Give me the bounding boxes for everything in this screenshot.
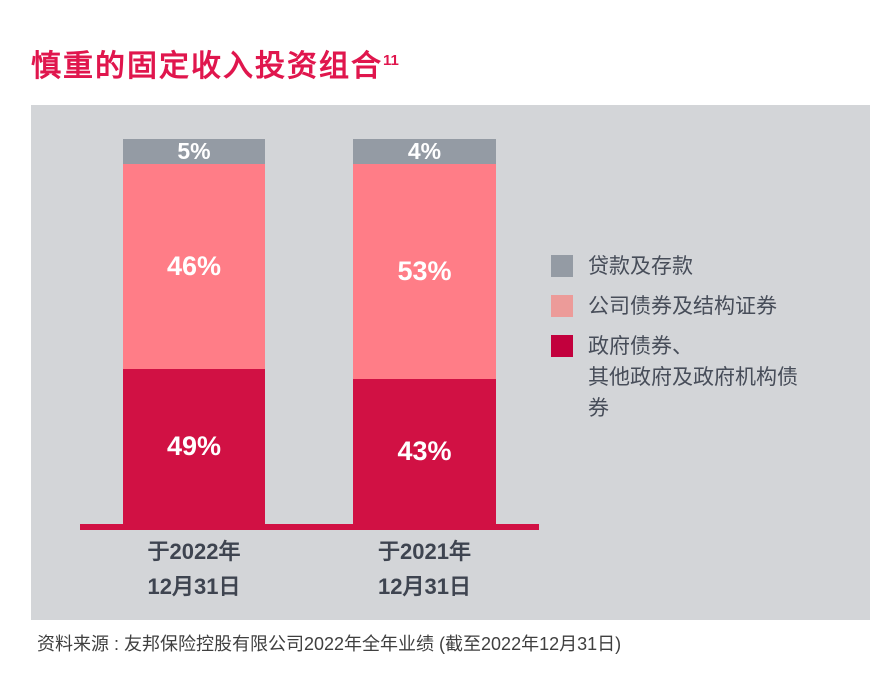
page-title-text: 慎重的固定收入投资组合 bbox=[31, 50, 383, 83]
segment-value-label: 46% bbox=[166, 251, 222, 281]
segment-value-label: 43% bbox=[397, 436, 452, 466]
chart-panel: 5% 46% 49% 4% 53% 43% 于2022年 12月31日 于2021年 1… bbox=[31, 105, 870, 620]
segment-value-label: 53% bbox=[397, 256, 452, 286]
legend-swatch-red bbox=[551, 335, 573, 357]
x-axis-label-2022: 于2022年 12月31日 bbox=[147, 539, 241, 599]
footnote-reference: 11 bbox=[383, 52, 399, 69]
bar-segment-1: 46% bbox=[123, 164, 265, 369]
source-note: 资料来源 : 友邦保险控股有限公司2022年全年业绩 (截至2022年12月31… bbox=[37, 634, 622, 654]
bar-segment-2: 49% bbox=[123, 369, 265, 524]
segment-value-label: 5% bbox=[177, 138, 211, 164]
bar-segment-2: 43% bbox=[353, 379, 496, 524]
stacked-bar-2021: 4% 53% 43% bbox=[353, 139, 496, 524]
legend-label: 政府债券、 其他政府及政府机构债 券 bbox=[588, 335, 798, 420]
legend-swatch-pink bbox=[551, 295, 573, 317]
bar-segment-0: 5% bbox=[123, 139, 265, 164]
legend-swatch-gray bbox=[551, 255, 573, 277]
legend-item-corporate-bonds: 公司债券及结构证券 bbox=[551, 291, 856, 322]
segment-value-label: 49% bbox=[166, 431, 222, 461]
bar-segment-1: 53% bbox=[353, 164, 496, 379]
x-axis-label-2021: 于2021年 12月31日 bbox=[378, 539, 471, 599]
x-axis-line bbox=[80, 524, 539, 530]
chart-legend: 贷款及存款 公司债券及结构证券 政府债券、 其他政府及政府机构债 券 bbox=[551, 251, 856, 424]
page-title: 慎重的固定收入投资组合11 bbox=[31, 44, 399, 84]
segment-value-label: 4% bbox=[407, 138, 442, 164]
bar-segment-0: 4% bbox=[353, 139, 496, 164]
legend-label: 贷款及存款 bbox=[588, 255, 693, 278]
legend-label: 公司债券及结构证券 bbox=[588, 295, 777, 318]
legend-item-government-bonds: 政府债券、 其他政府及政府机构债 券 bbox=[551, 331, 856, 424]
stacked-bar-2022: 5% 46% 49% bbox=[123, 139, 265, 524]
legend-item-loans-deposits: 贷款及存款 bbox=[551, 251, 856, 282]
